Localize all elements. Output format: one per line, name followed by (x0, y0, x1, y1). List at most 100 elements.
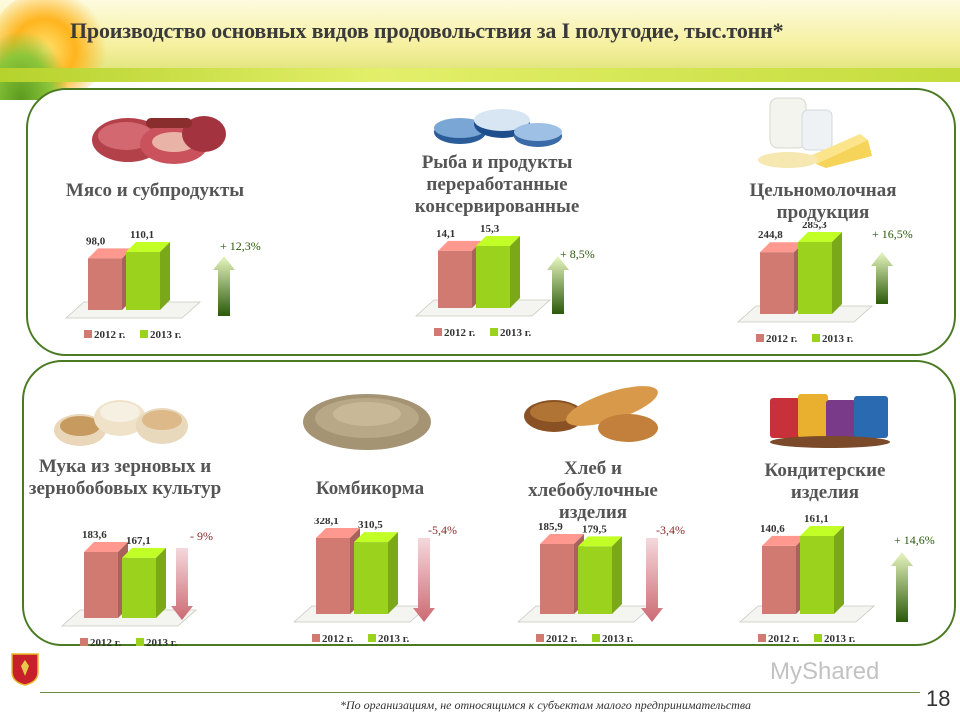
bar-2012 (540, 534, 584, 614)
change-percent: + 8,5% (560, 247, 595, 261)
chart-confectionery: 140,6 161,1 2012 г. 2013 г. + 14,6% (738, 514, 935, 644)
change-percent: -5,4% (428, 523, 457, 537)
bar-2013 (798, 232, 842, 314)
footer-divider (40, 692, 920, 693)
category-title-fish-text: Рыба и продукты переработанные консервир… (414, 152, 580, 217)
legend-swatch (490, 328, 498, 336)
chart-flour: 183,6 167,1 2012 г. 2013 г. - 9% (60, 529, 213, 649)
legend-swatch (536, 634, 544, 642)
legend-label: 2013 г. (378, 633, 410, 645)
chart-meat: 98,0 110,1 2012 г. 2013 г. + 12,3% (64, 229, 261, 341)
legend-label: 2013 г. (150, 329, 182, 341)
bar-2012 (88, 248, 132, 310)
legend-swatch (592, 634, 600, 642)
bar-2013 (578, 536, 622, 614)
value-label: 110,1 (130, 229, 154, 241)
legend-label: 2012 г. (444, 327, 476, 339)
watermark: MyShared (770, 658, 880, 685)
arrow-down-icon (171, 548, 193, 620)
category-title-bread: Хлеб и хлебобулочные изделия (528, 458, 658, 523)
legend-label: 2012 г. (94, 329, 126, 341)
value-label: 15,3 (480, 223, 500, 235)
bar-2013 (476, 236, 520, 308)
bar-2012 (438, 240, 482, 308)
legend-swatch (434, 328, 442, 336)
meat-image (92, 116, 226, 164)
bar-2012 (762, 535, 806, 614)
dairy-image (758, 97, 872, 168)
change-percent: - 9% (190, 529, 213, 543)
header-banner: Производство основных видов продовольств… (0, 0, 960, 100)
legend-label: 2012 г. (546, 633, 578, 645)
bar-2012 (316, 528, 360, 614)
legend-swatch (136, 638, 144, 646)
legend-swatch (812, 334, 820, 342)
change-percent: -3,4% (656, 523, 685, 537)
value-label: 98,0 (86, 235, 106, 247)
bar-2013 (354, 532, 398, 614)
legend-label: 2013 г. (146, 637, 178, 649)
change-percent: + 14,6% (894, 533, 935, 547)
legend-swatch (312, 634, 320, 642)
value-label: 161,1 (804, 514, 829, 525)
category-title-dairy: Цельномолочная продукция (749, 180, 897, 223)
coat-of-arms-icon (11, 653, 39, 686)
legend-label: 2012 г. (768, 633, 800, 644)
category-title-confectionery: Кондитерские изделия (764, 460, 886, 503)
category-title-flour: Мука из зерновых и зернобобовых культур (28, 456, 222, 499)
value-label: 244,8 (758, 229, 783, 241)
arrow-up-icon (547, 256, 569, 314)
page-number: 18 (926, 686, 951, 711)
value-label: 310,5 (358, 519, 383, 531)
chart-fish: 14,1 15,3 2012 г. 2013 г. + 8,5% (414, 223, 595, 339)
bar-2012 (760, 242, 804, 314)
value-label: 179,5 (582, 523, 607, 535)
change-percent: + 12,3% (220, 239, 261, 253)
value-label: 285,3 (802, 222, 827, 231)
chart-bread: 185,9 179,5 2012 г. 2013 г. -3,4% (516, 521, 685, 645)
arrow-up-icon (213, 256, 235, 316)
legend-label: 2012 г. (90, 637, 122, 649)
fish-cans-image (434, 109, 562, 147)
bar-2013 (122, 547, 166, 618)
legend-swatch (756, 334, 764, 342)
bread-image (524, 386, 658, 442)
value-label: 140,6 (760, 523, 785, 535)
value-label: 183,6 (82, 529, 107, 541)
legend-label: 2012 г. (766, 333, 798, 345)
bar-2013 (126, 242, 170, 310)
feed-pellets-image (303, 394, 431, 450)
category-title-feed: Комбикорма (315, 478, 425, 499)
category-title-fish: Рыба и продукты переработанные консервир… (392, 152, 602, 218)
legend-swatch (814, 634, 822, 642)
change-percent: + 16,5% (872, 227, 913, 241)
legend-label: 2013 г. (602, 633, 634, 645)
legend-label: 2013 г. (824, 633, 856, 644)
flour-bags-image (54, 400, 188, 446)
legend-label: 2013 г. (822, 333, 854, 345)
bar-2012 (84, 542, 128, 618)
arrow-down-icon (641, 538, 663, 622)
legend-swatch (140, 330, 148, 338)
arrow-up-icon (891, 552, 913, 622)
arrow-down-icon (413, 538, 435, 622)
arrow-up-icon (871, 252, 893, 304)
footnote: *По организациям, не относящимся к субъе… (340, 698, 751, 712)
value-label: 185,9 (538, 521, 563, 533)
category-title-meat: Мясо и субпродукты (65, 180, 245, 201)
legend-swatch (80, 638, 88, 646)
value-label: 328,1 (314, 518, 339, 527)
bar-2013 (800, 526, 844, 614)
legend-swatch (368, 634, 376, 642)
legend-label: 2012 г. (322, 633, 354, 645)
legend-label: 2013 г. (500, 327, 532, 339)
value-label: 167,1 (126, 535, 151, 547)
page-title: Производство основных видов продовольств… (70, 18, 784, 43)
confectionery-image (770, 394, 890, 448)
chart-feed: 328,1 310,5 2012 г. 2013 г. -5,4% (292, 518, 457, 645)
header-strip (0, 68, 960, 82)
value-label: 14,1 (436, 228, 455, 240)
chart-dairy: 244,8 285,3 2012 г. 2013 г. + 16,5% (736, 222, 913, 345)
legend-swatch (84, 330, 92, 338)
legend-swatch (758, 634, 766, 642)
